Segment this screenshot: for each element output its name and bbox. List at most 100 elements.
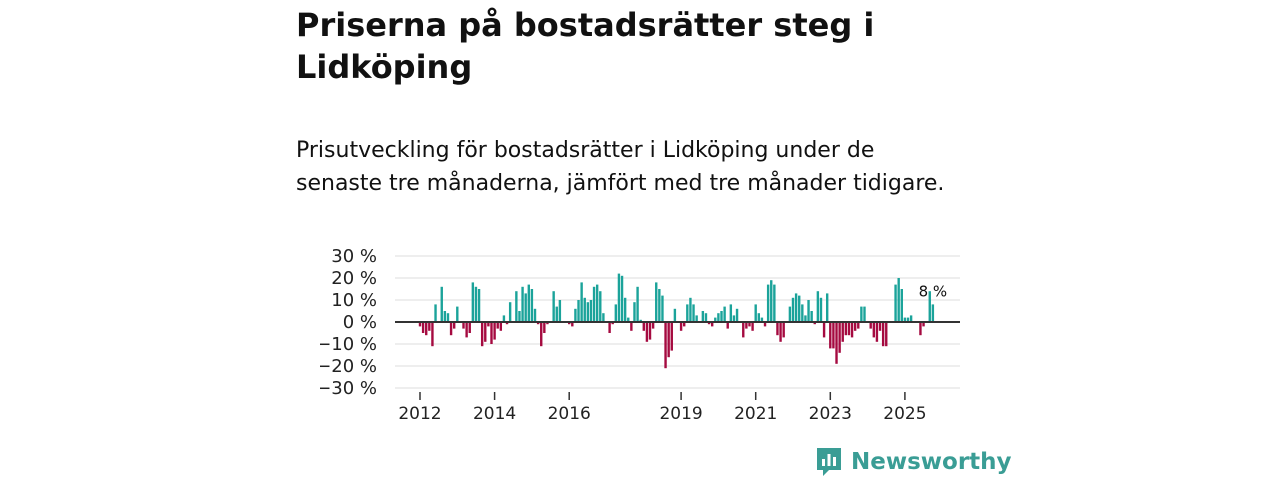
bar — [527, 284, 530, 322]
bar — [608, 322, 611, 333]
bar — [881, 322, 885, 347]
bar — [819, 297, 823, 322]
bar — [810, 311, 813, 322]
bar — [465, 322, 468, 338]
last-value-annotation: 8 % — [919, 282, 948, 300]
bar — [508, 302, 512, 322]
bar — [655, 282, 658, 322]
bar — [931, 304, 935, 322]
bar — [760, 317, 764, 322]
bar — [493, 322, 496, 340]
bar — [571, 322, 574, 327]
bar — [602, 313, 605, 322]
bar — [421, 322, 425, 333]
bar — [661, 295, 664, 322]
bar — [443, 311, 447, 322]
bar — [627, 317, 630, 322]
bar — [431, 322, 434, 347]
bar — [515, 291, 518, 322]
bar — [909, 315, 913, 322]
bar — [807, 300, 810, 322]
bar — [480, 322, 484, 347]
bar — [742, 322, 745, 338]
bar — [878, 322, 882, 331]
bar — [822, 322, 826, 338]
bar — [552, 291, 555, 322]
bar — [779, 322, 782, 342]
bar — [468, 322, 471, 333]
bar — [794, 293, 798, 322]
bar — [543, 322, 546, 333]
bar — [791, 297, 795, 322]
bar — [536, 322, 540, 325]
bar — [642, 322, 645, 331]
bar — [636, 286, 639, 322]
bar — [418, 322, 422, 327]
bar — [592, 286, 596, 322]
bar — [875, 322, 879, 342]
bar — [577, 300, 580, 322]
bar — [648, 322, 652, 340]
bar — [471, 282, 475, 322]
bar — [776, 322, 779, 336]
bar — [462, 322, 465, 329]
bar — [801, 304, 804, 322]
y-tick-label: −30 % — [320, 378, 377, 399]
bar — [897, 278, 900, 322]
y-tick-label: 20 % — [331, 268, 377, 289]
bar — [505, 322, 509, 325]
bar — [844, 322, 848, 336]
bar — [919, 322, 922, 336]
bar — [449, 322, 453, 336]
chart-subtitle: Prisutveckling för bostadsrätter i Lidkö… — [296, 138, 945, 196]
bars — [418, 273, 935, 369]
bar — [474, 286, 478, 322]
bar — [717, 313, 720, 322]
y-axis-labels: 30 %20 %10 %0 %−10 %−20 %−30 % — [320, 248, 377, 399]
bar — [524, 293, 527, 322]
newsworthy-logo-icon — [817, 448, 841, 476]
bar — [667, 322, 670, 358]
y-tick-label: 10 % — [331, 290, 377, 311]
bar — [664, 322, 667, 369]
y-tick-label: −10 % — [320, 334, 377, 355]
bar — [894, 284, 897, 322]
bar — [872, 322, 876, 338]
bar — [757, 313, 761, 322]
x-tick-label: 2014 — [473, 404, 516, 424]
bar — [853, 322, 857, 331]
bar — [748, 322, 751, 327]
bar — [428, 322, 431, 331]
bar — [595, 284, 599, 322]
bar — [850, 322, 854, 338]
bar — [869, 322, 872, 329]
x-tick-label: 2019 — [659, 404, 702, 424]
bar — [540, 322, 543, 347]
bar — [829, 322, 832, 349]
bar — [574, 308, 577, 322]
bar-chart: 30 %20 %10 %0 %−10 %−20 %−30 % 2012 2014 2… — [320, 248, 960, 424]
bar — [518, 311, 521, 322]
bar — [446, 313, 450, 322]
bar — [863, 306, 866, 322]
bar — [583, 297, 586, 322]
bar — [555, 306, 558, 322]
bar — [683, 322, 686, 327]
bar — [477, 289, 481, 322]
bar — [832, 322, 835, 349]
bar — [751, 322, 754, 331]
bar — [763, 322, 767, 327]
bar — [651, 322, 655, 329]
bar — [692, 304, 695, 322]
bar — [611, 322, 614, 325]
bar — [686, 304, 689, 322]
bar — [679, 322, 683, 331]
bar — [484, 322, 487, 342]
bar — [440, 286, 443, 322]
x-tick-label: 2021 — [734, 404, 777, 424]
bar — [857, 322, 860, 329]
x-tick-label: 2023 — [809, 404, 852, 424]
bar — [735, 308, 739, 322]
bar — [658, 289, 661, 322]
bar — [770, 280, 773, 322]
